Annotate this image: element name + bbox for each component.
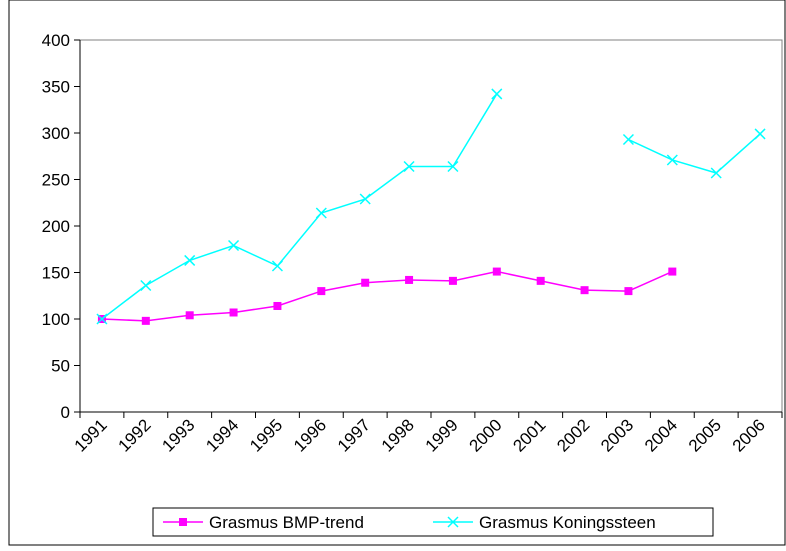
point (668, 267, 677, 276)
y-tick-label: 300 (42, 124, 70, 143)
x-tick-label: 2006 (729, 415, 769, 455)
x-tick-label: 1995 (246, 415, 286, 455)
point (185, 311, 194, 320)
x-tick-label: 1998 (378, 415, 418, 455)
point (448, 276, 457, 285)
point (359, 193, 371, 205)
y-tick-label: 200 (42, 217, 70, 236)
point (491, 88, 503, 100)
point (403, 160, 415, 173)
point (140, 279, 152, 292)
point (754, 128, 766, 140)
point (624, 287, 633, 296)
y-tick-label: 250 (42, 171, 70, 190)
x-tick-label: 1997 (334, 415, 374, 455)
point (271, 260, 283, 272)
legend-label: Grasmus Koningssteen (479, 513, 656, 532)
point (447, 516, 459, 528)
point (536, 276, 545, 285)
point (141, 316, 150, 325)
x-tick-label: 1993 (158, 415, 198, 455)
point (179, 518, 187, 526)
point (447, 160, 459, 173)
point (315, 207, 327, 219)
y-tick-label: 100 (42, 310, 70, 329)
y-tick-label: 0 (61, 403, 70, 422)
point (228, 239, 240, 252)
y-tick-label: 350 (42, 78, 70, 97)
y-tick-label: 150 (42, 264, 70, 283)
legend-label: Grasmus BMP-trend (209, 513, 364, 532)
x-tick-label: 2005 (685, 415, 725, 455)
point (229, 308, 238, 317)
x-tick-label: 2003 (597, 415, 637, 455)
point (580, 286, 589, 295)
point (492, 267, 501, 276)
x-tick-label: 1996 (290, 415, 330, 455)
x-tick-label: 2002 (553, 415, 593, 455)
x-tick-label: 1999 (422, 415, 462, 455)
series-line (101, 270, 673, 322)
chart-frame (8, 0, 786, 546)
point (184, 254, 196, 266)
y-tick-label: 50 (51, 357, 70, 376)
point (96, 313, 108, 325)
point (710, 167, 722, 179)
x-tick-label: 2004 (641, 415, 681, 455)
point (361, 278, 370, 287)
x-tick-label: 1991 (71, 415, 111, 455)
point (405, 275, 414, 284)
point (273, 301, 282, 310)
point (622, 133, 634, 146)
plot-area (79, 39, 783, 413)
y-tick-label: 400 (42, 31, 70, 50)
x-tick-label: 2000 (465, 415, 505, 455)
x-tick-label: 2001 (509, 415, 549, 455)
x-tick-label: 1994 (202, 415, 242, 455)
x-tick-label: 1992 (114, 415, 154, 455)
point (317, 287, 326, 296)
series-line (101, 93, 761, 320)
point (666, 154, 678, 166)
